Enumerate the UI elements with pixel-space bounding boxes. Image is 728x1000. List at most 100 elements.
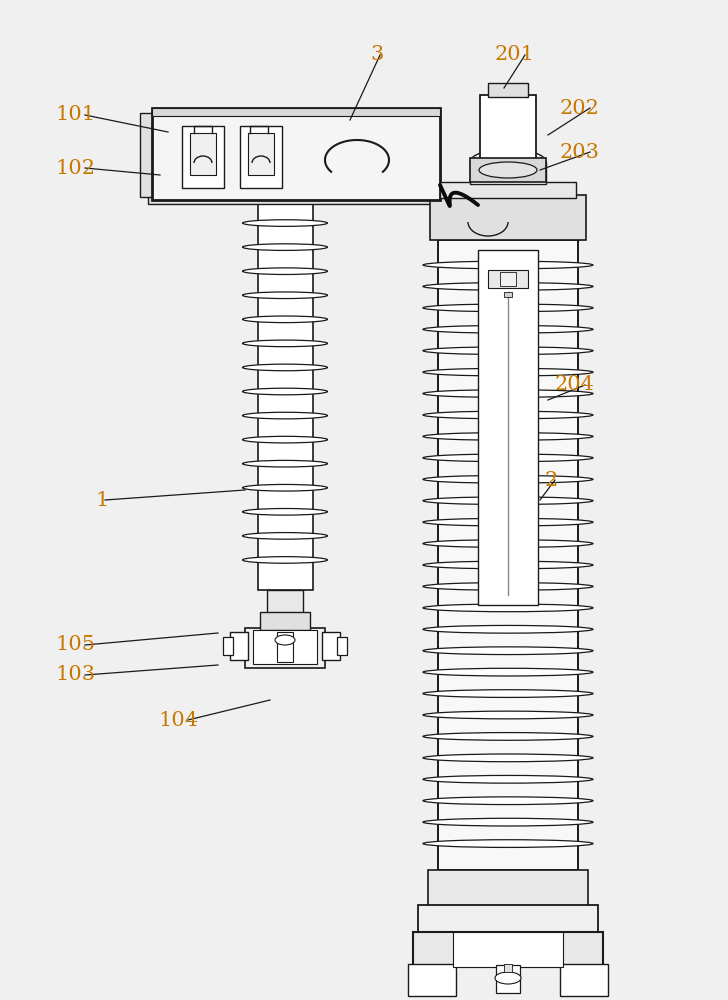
Bar — [277, 632, 293, 662]
Ellipse shape — [423, 433, 593, 440]
Bar — [488, 270, 528, 288]
Ellipse shape — [242, 484, 328, 491]
Ellipse shape — [242, 196, 328, 202]
Ellipse shape — [423, 668, 593, 676]
Bar — [245, 628, 325, 668]
Ellipse shape — [423, 283, 593, 290]
Text: 204: 204 — [555, 375, 595, 394]
Ellipse shape — [242, 557, 328, 563]
Ellipse shape — [423, 711, 593, 719]
Ellipse shape — [423, 454, 593, 462]
Ellipse shape — [423, 347, 593, 355]
Bar — [258, 175, 313, 590]
Ellipse shape — [242, 220, 328, 226]
Ellipse shape — [423, 733, 593, 740]
Bar — [500, 272, 516, 286]
Ellipse shape — [423, 475, 593, 483]
Ellipse shape — [423, 583, 593, 590]
Text: 103: 103 — [55, 666, 95, 684]
Ellipse shape — [242, 244, 328, 250]
Bar — [248, 133, 274, 175]
Ellipse shape — [242, 340, 328, 347]
Ellipse shape — [423, 754, 593, 762]
Bar — [428, 870, 588, 908]
Text: 101: 101 — [55, 105, 95, 124]
Ellipse shape — [423, 840, 593, 847]
Bar — [478, 250, 538, 605]
Bar — [240, 126, 282, 188]
Text: 102: 102 — [55, 158, 95, 178]
Text: 104: 104 — [158, 710, 198, 730]
Bar — [255, 135, 315, 151]
Ellipse shape — [423, 304, 593, 312]
Bar — [480, 95, 536, 163]
Ellipse shape — [423, 797, 593, 805]
Ellipse shape — [423, 518, 593, 526]
Bar — [190, 133, 216, 175]
Bar — [504, 964, 512, 972]
Bar — [470, 162, 546, 184]
Bar — [322, 632, 340, 660]
Bar — [182, 126, 224, 188]
Bar — [230, 632, 248, 660]
Ellipse shape — [242, 364, 328, 371]
Bar — [413, 932, 603, 967]
Ellipse shape — [423, 604, 593, 612]
Ellipse shape — [479, 162, 537, 178]
Bar — [440, 197, 580, 207]
Ellipse shape — [423, 390, 593, 397]
Bar — [470, 158, 546, 182]
Bar — [438, 240, 578, 870]
Ellipse shape — [242, 412, 328, 419]
Bar — [504, 292, 512, 297]
Bar — [253, 630, 317, 664]
Text: 201: 201 — [495, 45, 535, 64]
Ellipse shape — [423, 325, 593, 333]
Bar — [152, 108, 440, 200]
Ellipse shape — [242, 292, 328, 299]
Text: 203: 203 — [560, 142, 600, 161]
Bar — [453, 932, 563, 967]
Bar — [267, 590, 303, 615]
Bar — [560, 964, 608, 996]
Ellipse shape — [423, 561, 593, 569]
Ellipse shape — [423, 625, 593, 633]
Ellipse shape — [423, 540, 593, 547]
Bar — [488, 83, 528, 97]
Ellipse shape — [242, 533, 328, 539]
Bar — [430, 195, 586, 240]
Text: 202: 202 — [560, 99, 600, 117]
Ellipse shape — [242, 460, 328, 467]
Bar — [418, 905, 598, 935]
Ellipse shape — [423, 647, 593, 655]
Ellipse shape — [423, 411, 593, 419]
Text: 3: 3 — [370, 45, 384, 64]
Bar — [260, 612, 310, 630]
Ellipse shape — [242, 509, 328, 515]
Text: 105: 105 — [55, 636, 95, 654]
Bar — [337, 637, 347, 655]
Bar — [263, 147, 307, 175]
Ellipse shape — [423, 368, 593, 376]
Ellipse shape — [275, 635, 295, 645]
Bar — [440, 182, 576, 198]
Ellipse shape — [423, 497, 593, 505]
Ellipse shape — [242, 268, 328, 274]
Ellipse shape — [495, 972, 521, 984]
Ellipse shape — [423, 775, 593, 783]
Bar — [140, 113, 156, 197]
Ellipse shape — [423, 261, 593, 269]
Ellipse shape — [423, 818, 593, 826]
Ellipse shape — [242, 316, 328, 323]
Ellipse shape — [242, 436, 328, 443]
Text: 1: 1 — [95, 490, 108, 510]
Bar — [440, 197, 580, 240]
Bar — [496, 965, 520, 993]
Bar — [408, 964, 456, 996]
Bar — [152, 108, 440, 116]
Bar — [223, 637, 233, 655]
Ellipse shape — [242, 388, 328, 395]
Text: 2: 2 — [545, 471, 558, 489]
Bar — [148, 192, 444, 204]
Ellipse shape — [423, 690, 593, 697]
